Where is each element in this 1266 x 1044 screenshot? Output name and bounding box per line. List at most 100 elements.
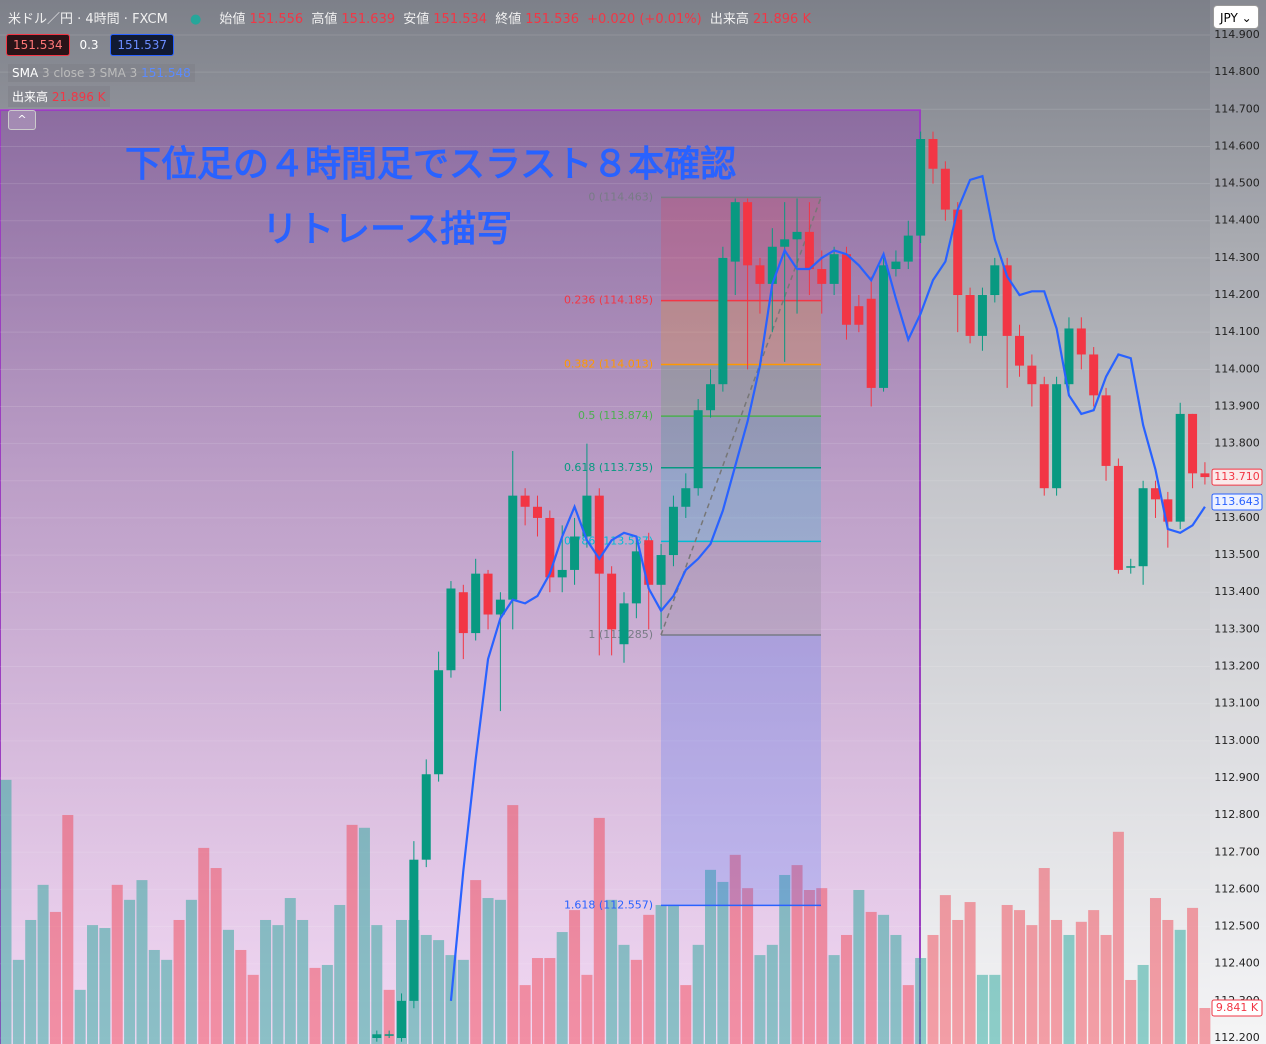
- volume-bar: [1162, 919, 1174, 1044]
- candle-body: [532, 506, 542, 518]
- volume-bar: [705, 869, 717, 1044]
- volume-legend: 出来高 21.896 K: [8, 86, 110, 107]
- sma-value: 151.548: [141, 66, 191, 80]
- volume-bar: [62, 814, 74, 1044]
- candle-body: [804, 231, 814, 270]
- volume-bar: [433, 940, 445, 1044]
- open: 151.556: [249, 12, 304, 27]
- candle-body: [607, 573, 617, 630]
- y-tick-label: 114.000: [1214, 362, 1260, 375]
- volume-bar: [260, 919, 272, 1044]
- volume: 21.896 K: [752, 12, 811, 27]
- currency-select[interactable]: JPY ⌄: [1213, 5, 1259, 29]
- fib-band: [661, 300, 821, 365]
- volume-bar: [1063, 934, 1075, 1044]
- candle-body: [1052, 384, 1062, 489]
- candle-body: [434, 670, 444, 775]
- volume-bar: [1051, 919, 1063, 1044]
- candle-body: [1113, 465, 1123, 570]
- volume-bar: [766, 944, 778, 1044]
- y-tick-label: 114.700: [1214, 102, 1260, 115]
- volume-bar: [853, 889, 865, 1044]
- volume-bar: [1038, 868, 1050, 1044]
- volume-label: 出来高: [709, 12, 749, 27]
- price-axis: [1210, 0, 1266, 1044]
- candle-body: [891, 261, 901, 270]
- volume-bar: [297, 919, 309, 1044]
- volume-bar: [828, 955, 840, 1044]
- volume-bar: [346, 824, 358, 1044]
- candle-body: [953, 209, 963, 296]
- ask[interactable]: 151.537: [110, 34, 174, 56]
- sma-label: SMA: [12, 66, 39, 80]
- status-dot: ●: [189, 12, 202, 27]
- candle-body: [495, 599, 505, 615]
- y-tick-label: 112.800: [1214, 808, 1260, 821]
- candle-body: [582, 495, 592, 537]
- candle-body: [1200, 473, 1210, 478]
- volume-bar: [655, 904, 667, 1044]
- candle-body: [1101, 395, 1111, 466]
- volume-bar: [927, 934, 939, 1044]
- candle-body: [483, 573, 493, 615]
- candle-body: [446, 588, 456, 671]
- volume-bar: [1125, 979, 1137, 1044]
- y-tick-label: 114.300: [1214, 251, 1260, 264]
- y-tick-label: 114.100: [1214, 325, 1260, 338]
- candle-body: [631, 551, 641, 604]
- y-tick-label: 114.400: [1214, 214, 1260, 227]
- fib-label: 0.382 (114.013): [564, 358, 653, 371]
- y-tick-label: 114.500: [1214, 177, 1260, 190]
- collapse-button[interactable]: ^: [8, 110, 36, 130]
- candle-body: [681, 488, 691, 507]
- candle-body: [1150, 488, 1160, 500]
- volume-bar: [37, 884, 49, 1044]
- volume-bar: [939, 895, 951, 1044]
- volume-bar: [729, 854, 741, 1044]
- candle-body: [1188, 413, 1198, 474]
- volume-bar: [111, 884, 123, 1044]
- fib-label: 0.618 (113.735): [564, 461, 653, 474]
- volume-bar: [470, 880, 482, 1044]
- volume-bar: [1174, 929, 1186, 1044]
- volume-bar: [865, 911, 877, 1044]
- currency: JPY: [1220, 11, 1238, 25]
- volume-bar: [124, 899, 136, 1044]
- spread: 0.3: [79, 38, 99, 52]
- volume-bar: [198, 847, 210, 1044]
- fib-band: [661, 634, 821, 906]
- volume-bar: [581, 974, 593, 1044]
- volume-bar: [779, 874, 791, 1044]
- volume-bar: [840, 934, 852, 1044]
- volume-bar: [556, 932, 568, 1044]
- volume-bar: [519, 985, 531, 1044]
- volume-bar: [692, 944, 704, 1044]
- y-tick-label: 113.600: [1214, 511, 1260, 524]
- candle-body: [656, 555, 666, 585]
- volume-bar: [964, 902, 976, 1044]
- volume-bar: [457, 959, 469, 1044]
- candle-body: [1126, 566, 1136, 568]
- volume-bar: [1112, 831, 1124, 1044]
- open-label: 始値: [219, 12, 246, 27]
- candle-body: [372, 1034, 382, 1038]
- volume-axis-label: 9.841 K: [1216, 1001, 1259, 1014]
- candle-body: [718, 257, 728, 385]
- candle-body: [792, 231, 802, 240]
- volume-bar: [791, 865, 803, 1044]
- candle-body: [520, 495, 530, 507]
- volume-bar: [173, 919, 185, 1044]
- volume-bar: [1149, 898, 1161, 1044]
- volume-bar: [210, 868, 222, 1044]
- volume-bar: [890, 934, 902, 1044]
- candle-body: [1027, 365, 1037, 385]
- candle-body: [780, 239, 790, 247]
- highlight-box: [0, 109, 921, 1044]
- sma-price-label-box: [1211, 493, 1263, 511]
- y-tick-label: 114.600: [1214, 139, 1260, 152]
- candle-body: [1076, 328, 1086, 355]
- bid[interactable]: 151.534: [6, 34, 70, 56]
- candle-body: [1175, 413, 1185, 522]
- volume-bar: [618, 944, 630, 1044]
